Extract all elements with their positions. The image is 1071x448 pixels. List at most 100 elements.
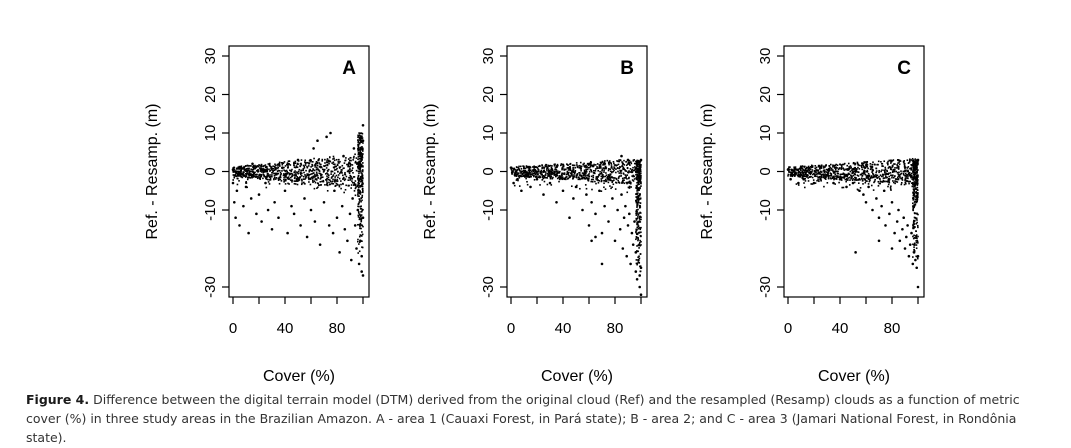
band-point: [596, 177, 599, 180]
band-point: [854, 166, 856, 169]
band-point: [250, 175, 253, 177]
band-point: [805, 166, 808, 169]
band-point: [582, 163, 585, 166]
band-point: [638, 189, 641, 191]
band-point: [876, 174, 879, 177]
band-point: [357, 145, 360, 147]
band-point: [867, 183, 870, 185]
band-point: [246, 170, 249, 173]
band-point: [790, 169, 793, 172]
band-point: [867, 176, 869, 179]
band-point: [326, 177, 329, 180]
data-point: [877, 239, 881, 243]
data-point: [313, 220, 317, 223]
band-point: [615, 164, 618, 167]
band-point: [621, 161, 623, 163]
band-point: [541, 167, 543, 170]
band-point: [910, 172, 913, 175]
band-point: [296, 175, 298, 178]
band-point: [255, 175, 257, 178]
band-point: [240, 168, 243, 171]
band-point: [515, 169, 517, 171]
band-point: [357, 136, 359, 139]
band-point: [635, 173, 637, 176]
band-point: [359, 208, 362, 210]
band-point: [600, 162, 603, 164]
band-point: [833, 164, 836, 167]
band-point: [317, 186, 319, 189]
band-point: [539, 176, 542, 178]
band-point: [640, 182, 642, 185]
band-point: [513, 169, 515, 171]
band-point: [295, 174, 297, 177]
band-point: [843, 177, 845, 179]
band-point: [639, 211, 641, 214]
band-point: [851, 169, 854, 171]
band-point: [545, 176, 547, 179]
band-point: [584, 175, 587, 177]
band-point: [802, 176, 804, 178]
band-point: [574, 166, 576, 169]
y-tick-label: -30: [480, 276, 497, 298]
band-point: [274, 167, 277, 169]
band-point: [350, 184, 353, 186]
band-point: [854, 178, 857, 180]
band-point: [811, 183, 814, 185]
band-point: [573, 164, 576, 167]
band-point: [266, 174, 268, 177]
band-point: [562, 168, 564, 170]
data-point: [342, 154, 345, 158]
band-point: [636, 174, 639, 176]
band-point: [248, 174, 250, 176]
band-point: [896, 181, 899, 183]
band-point: [351, 164, 354, 166]
band-point: [269, 174, 271, 176]
band-point: [887, 177, 890, 180]
band-point: [635, 210, 638, 212]
band-point: [844, 178, 847, 181]
band-point: [253, 175, 256, 178]
band-point: [843, 162, 846, 165]
band-point: [237, 167, 239, 170]
data-point: [296, 158, 300, 162]
band-point: [359, 142, 361, 144]
band-point: [855, 179, 858, 181]
band-point: [915, 235, 918, 238]
band-point: [236, 183, 239, 186]
band-point: [819, 166, 821, 169]
band-point: [636, 169, 638, 172]
band-point: [347, 165, 349, 168]
band-point: [636, 223, 639, 226]
band-point: [542, 175, 545, 177]
band-point: [542, 177, 545, 180]
band-point: [303, 175, 305, 178]
band-point: [635, 236, 638, 238]
band-point: [286, 166, 289, 169]
band-point: [266, 167, 268, 170]
band-point: [575, 162, 578, 164]
band-point: [268, 179, 271, 181]
band-point: [598, 167, 600, 169]
band-point: [360, 210, 363, 213]
band-point: [798, 175, 801, 178]
band-point: [903, 160, 905, 162]
band-point: [853, 181, 856, 184]
band-point: [638, 195, 641, 197]
band-point: [338, 177, 341, 180]
band-point: [863, 170, 865, 172]
band-point: [572, 177, 575, 179]
band-point: [913, 246, 915, 248]
band-point: [565, 178, 567, 181]
dense-band: [510, 159, 642, 273]
band-point: [628, 177, 630, 180]
y-tick-label: -30: [757, 276, 774, 298]
band-point: [580, 168, 583, 170]
band-point: [274, 166, 276, 169]
band-point: [913, 223, 916, 225]
band-point: [806, 170, 809, 173]
band-point: [324, 164, 327, 167]
band-point: [355, 162, 357, 164]
band-point: [833, 167, 836, 169]
band-point: [359, 166, 362, 168]
band-point: [550, 169, 552, 171]
